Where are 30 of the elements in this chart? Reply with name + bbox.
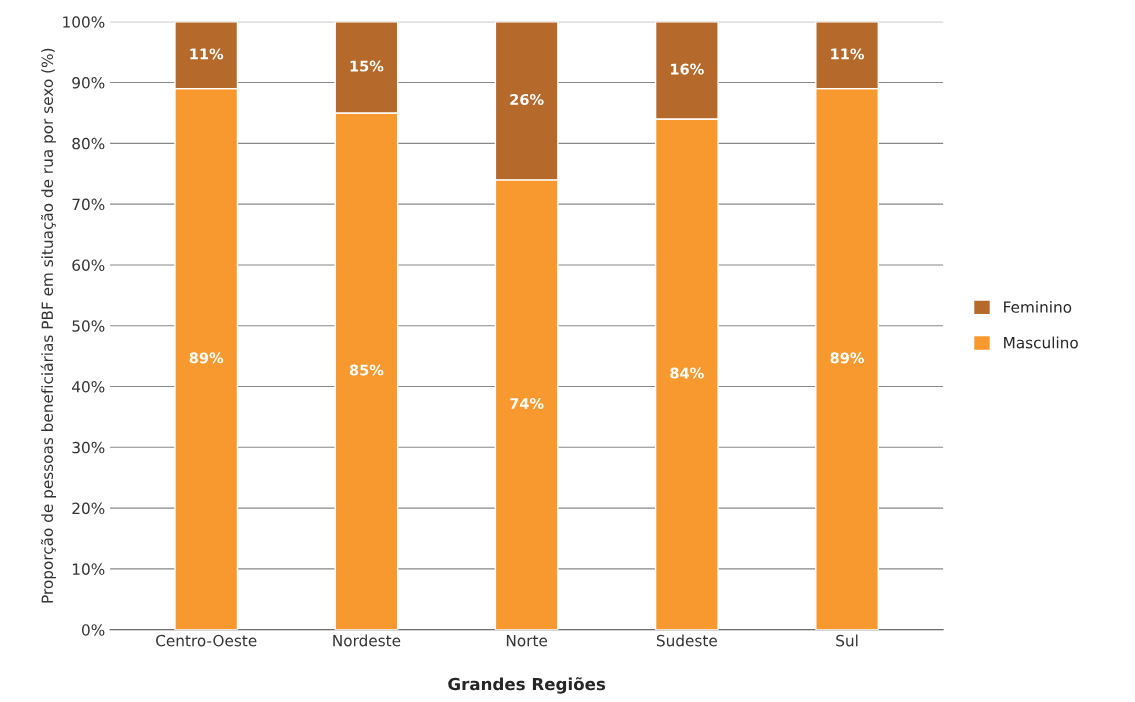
y-tick-label: 100% bbox=[63, 16, 105, 28]
y-tick-label: 80% bbox=[72, 137, 105, 150]
y-tick-label: 0% bbox=[82, 624, 105, 636]
data-label: 85% bbox=[349, 364, 384, 376]
legend-label: Feminino bbox=[1004, 301, 1072, 313]
y-tick-label: 30% bbox=[72, 441, 105, 454]
data-label: 11% bbox=[831, 48, 865, 60]
data-label: 11% bbox=[190, 48, 224, 60]
x-tick-label: Nordeste bbox=[333, 634, 401, 647]
x-axis-title: Grandes Regiões bbox=[448, 677, 606, 694]
data-label: 15% bbox=[350, 60, 384, 72]
data-label: 74% bbox=[510, 397, 544, 409]
x-tick-label: Centro-Oeste bbox=[156, 634, 257, 647]
y-tick-label: 10% bbox=[72, 563, 105, 575]
y-tick-label: 40% bbox=[72, 380, 105, 393]
y-tick-label: 70% bbox=[72, 198, 105, 211]
x-tick-label: Norte bbox=[506, 635, 548, 647]
data-label: 89% bbox=[189, 352, 224, 364]
y-tick-label: 60% bbox=[72, 259, 105, 271]
x-tick-label: Sul bbox=[836, 634, 858, 647]
y-tick-label: 20% bbox=[72, 502, 105, 515]
y-tick-label: 50% bbox=[72, 320, 105, 332]
y-tick-label: 90% bbox=[72, 77, 105, 89]
data-label: 26% bbox=[510, 93, 544, 106]
data-label: 84% bbox=[670, 367, 704, 379]
x-tick-label: Sudeste bbox=[656, 634, 717, 647]
legend-label: Masculino bbox=[1004, 336, 1078, 349]
y-axis-title: Proporção de pessoas beneficiárias PBF em situação de rua por sexo (%) bbox=[40, 48, 56, 603]
data-label: 16% bbox=[671, 63, 704, 75]
data-label: 89% bbox=[830, 352, 865, 364]
